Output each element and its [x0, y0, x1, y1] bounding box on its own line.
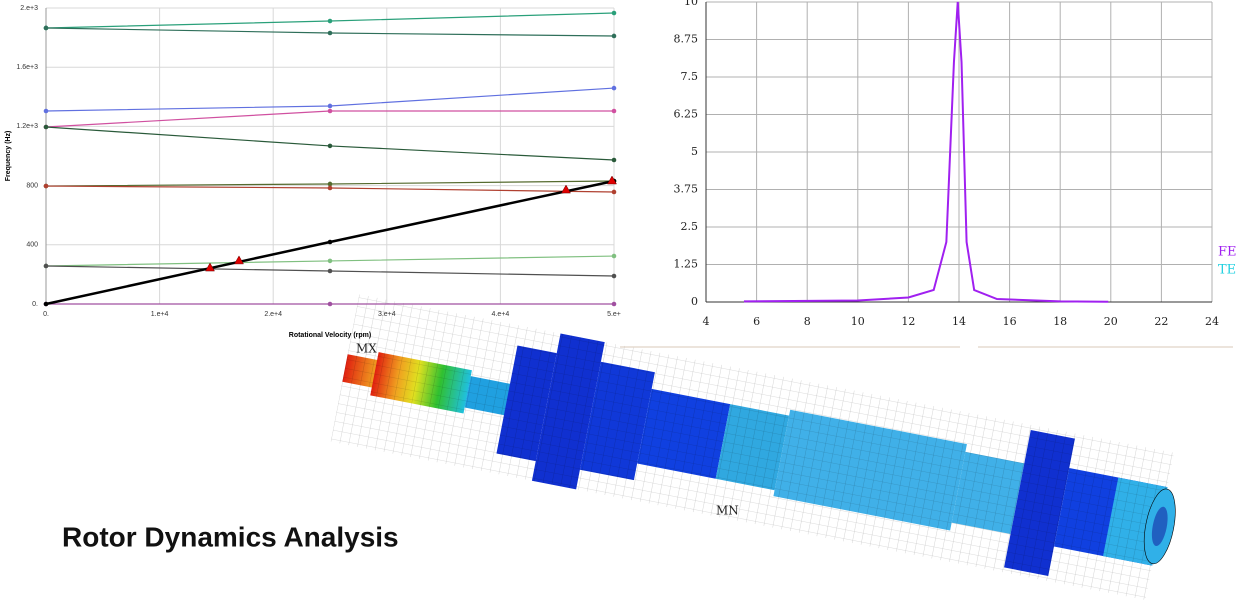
- data-point: [327, 301, 333, 307]
- page-title: Rotor Dynamics Analysis: [62, 521, 399, 552]
- series-line: [743, 1, 1109, 303]
- y-tick-label: 10: [684, 0, 698, 8]
- data-point: [611, 189, 617, 195]
- x-tick-label: 0.: [43, 311, 49, 318]
- data-point: [43, 108, 49, 114]
- critical-speed-marker: [607, 175, 617, 185]
- rotor-mesh: [330, 294, 1176, 600]
- data-point: [611, 253, 617, 259]
- y-tick-label: 1.6e+3: [16, 64, 38, 71]
- data-point: [611, 10, 617, 16]
- x-tick-label: 8: [804, 315, 811, 328]
- y-axis-label: Frequency (Hz): [5, 131, 12, 182]
- series-line: [45, 110, 614, 128]
- x-tick-label: 6: [753, 315, 760, 328]
- data-point: [611, 85, 617, 91]
- data-point: [327, 185, 333, 191]
- y-tick-label: 800: [26, 182, 38, 189]
- y-tick-label: 1.25: [674, 258, 699, 271]
- y-tick-label: 8.75: [674, 33, 699, 46]
- legend-label: FE: [1218, 245, 1237, 260]
- x-tick-label: 3.e+4: [378, 311, 396, 318]
- critical-speed-marker: [561, 184, 571, 194]
- y-tick-label: 3.75: [674, 183, 699, 196]
- data-point: [611, 108, 617, 114]
- x-axis-label: Rotational Velocity (rpm): [289, 332, 371, 339]
- legend-label: TE: [1218, 263, 1236, 278]
- x-tick-label: 20: [1104, 315, 1118, 328]
- x-tick-label: 4.e+4: [492, 311, 510, 318]
- data-point: [327, 239, 333, 245]
- y-tick-label: 2.5: [681, 220, 699, 233]
- x-tick-label: 4: [703, 315, 710, 328]
- x-tick-label: 2.e+4: [264, 311, 282, 318]
- y-tick-label: 5: [691, 145, 698, 158]
- data-point: [43, 263, 49, 269]
- x-tick-label: 5.e+: [607, 311, 621, 318]
- data-point: [327, 30, 333, 36]
- data-point: [611, 301, 617, 307]
- data-point: [43, 183, 49, 189]
- data-point: [327, 268, 333, 274]
- data-point: [327, 143, 333, 149]
- y-tick-label: 400: [26, 242, 38, 249]
- x-tick-label: 1.e+4: [151, 311, 169, 318]
- data-point: [43, 124, 49, 130]
- x-tick-label: 16: [1003, 315, 1017, 328]
- y-tick-label: 0.: [32, 301, 38, 308]
- data-point: [611, 33, 617, 39]
- y-tick-label: 0: [691, 295, 698, 308]
- data-point: [327, 18, 333, 24]
- series-line: [45, 126, 615, 161]
- data-point: [327, 103, 333, 109]
- critical-speed-marker: [234, 255, 244, 265]
- x-tick-label: 14: [952, 315, 966, 328]
- y-tick-label: 1.2e+3: [16, 123, 38, 130]
- data-point: [43, 25, 49, 31]
- critical-speed-marker: [205, 262, 215, 272]
- min-label: MN: [716, 504, 739, 518]
- y-tick-label: 6.25: [674, 108, 699, 121]
- data-point: [611, 157, 617, 163]
- data-point: [43, 301, 49, 307]
- x-tick-label: 24: [1205, 315, 1219, 328]
- x-tick-label: 12: [901, 315, 915, 328]
- data-point: [327, 258, 333, 264]
- y-tick-label: 7.5: [681, 70, 699, 83]
- data-point: [327, 108, 333, 114]
- x-tick-label: 18: [1053, 315, 1067, 328]
- y-tick-label: 2.e+3: [20, 5, 38, 12]
- data-point: [327, 181, 333, 187]
- max-label: MX: [356, 342, 377, 356]
- data-point: [611, 273, 617, 279]
- x-tick-label: 22: [1154, 315, 1168, 328]
- x-tick-label: 10: [851, 315, 865, 328]
